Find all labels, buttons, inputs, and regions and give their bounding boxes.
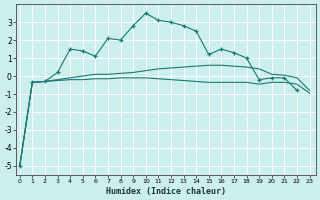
X-axis label: Humidex (Indice chaleur): Humidex (Indice chaleur) [106,187,226,196]
